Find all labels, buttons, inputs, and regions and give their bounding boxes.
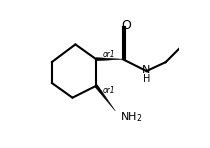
Text: H: H	[143, 74, 151, 84]
Polygon shape	[96, 58, 123, 61]
Text: or1: or1	[103, 50, 116, 59]
Text: NH$_2$: NH$_2$	[120, 110, 142, 124]
Text: N: N	[142, 65, 151, 75]
Text: O: O	[122, 19, 131, 32]
Text: or1: or1	[103, 86, 116, 95]
Polygon shape	[95, 85, 115, 111]
